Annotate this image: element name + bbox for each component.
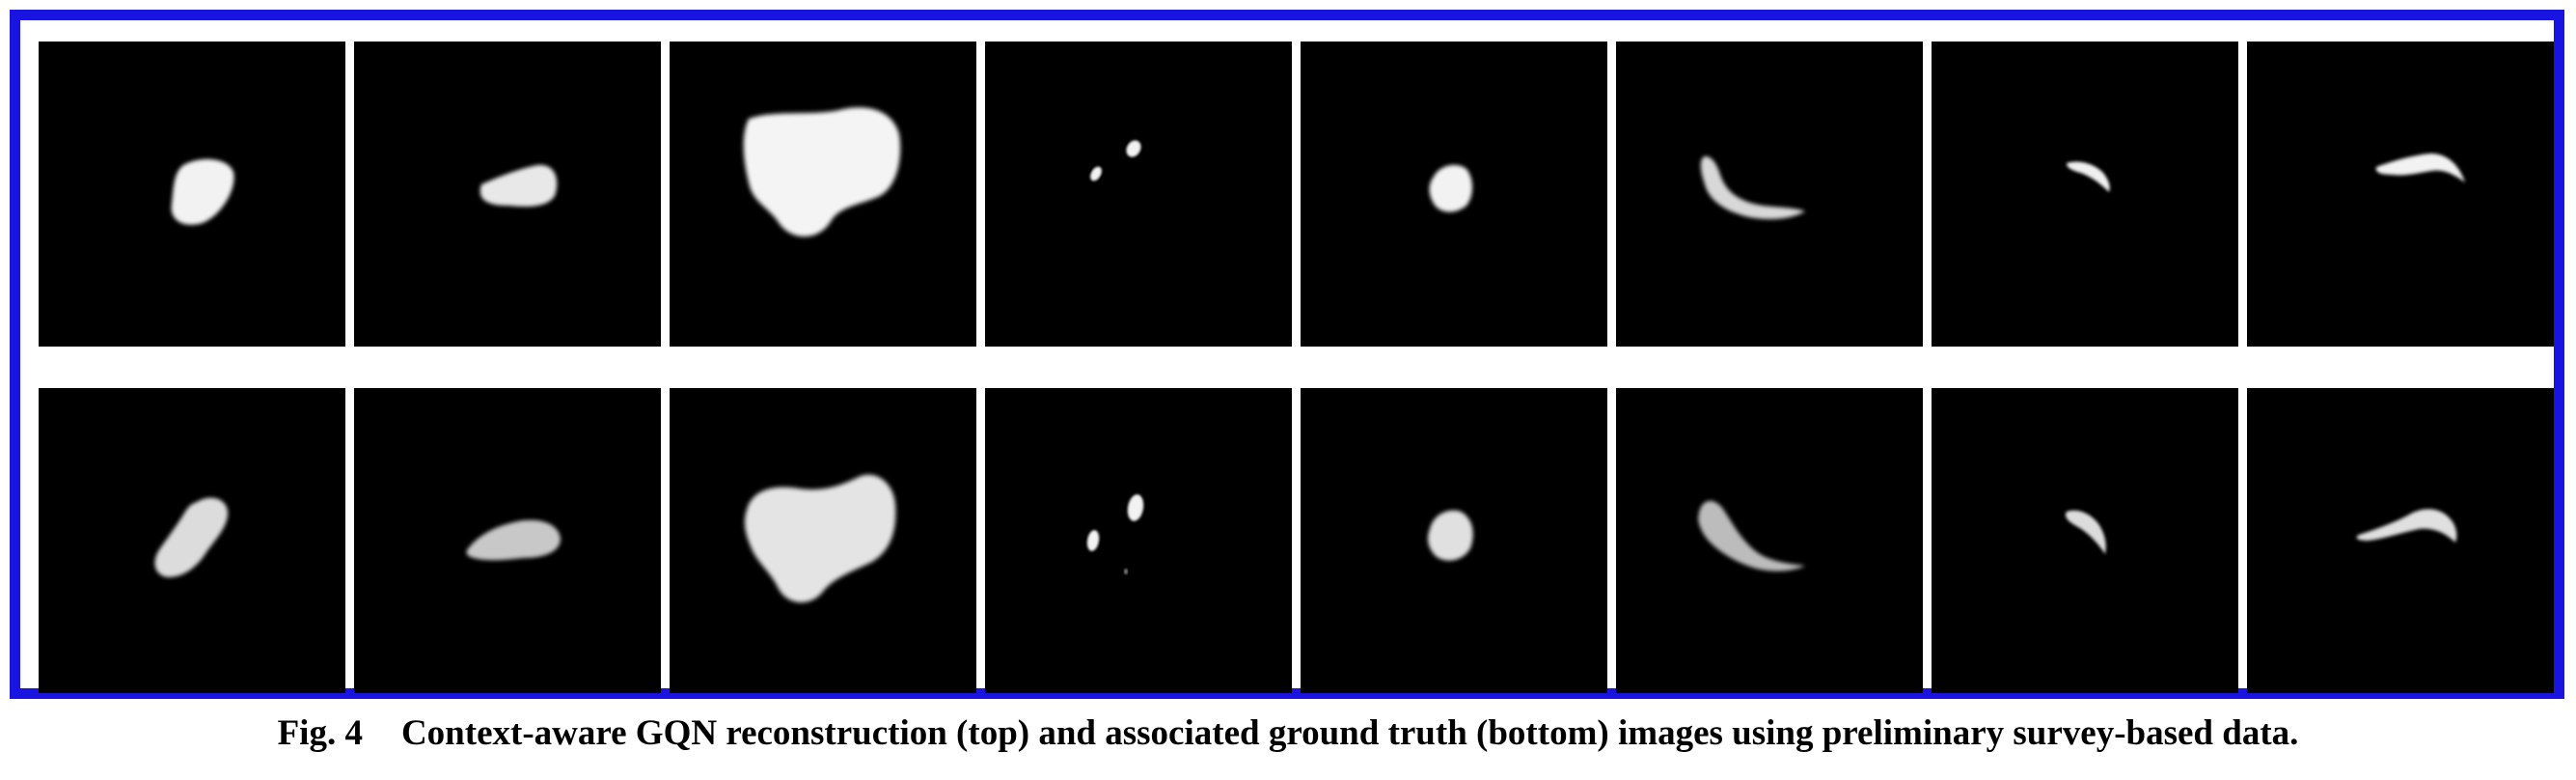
figure-frame [10, 10, 2564, 699]
ground-truth-row [39, 388, 2554, 693]
reconstruction-image-8 [2247, 42, 2554, 347]
ground-truth-image-1 [39, 388, 345, 693]
reconstruction-image-1 [39, 42, 345, 347]
reconstruction-row [39, 42, 2554, 347]
figure-caption: Fig. 4 Context-aware GQN reconstruction (… [0, 712, 2576, 754]
reconstruction-image-3 [670, 42, 976, 347]
ground-truth-image-7 [1932, 388, 2238, 693]
ground-truth-image-3 [670, 388, 976, 693]
ground-truth-image-8 [2247, 388, 2554, 693]
reconstruction-image-7 [1932, 42, 2238, 347]
figure-label: Fig. 4 [277, 713, 363, 753]
reconstruction-image-4 [985, 42, 1292, 347]
reconstruction-image-5 [1301, 42, 1607, 347]
reconstruction-image-6 [1616, 42, 1923, 347]
ground-truth-image-4 [985, 388, 1292, 693]
ground-truth-image-5 [1301, 388, 1607, 693]
ground-truth-image-2 [354, 388, 661, 693]
caption-text: Context-aware GQN reconstruction (top) a… [400, 713, 2299, 753]
ground-truth-image-6 [1616, 388, 1923, 693]
reconstruction-image-2 [354, 42, 661, 347]
